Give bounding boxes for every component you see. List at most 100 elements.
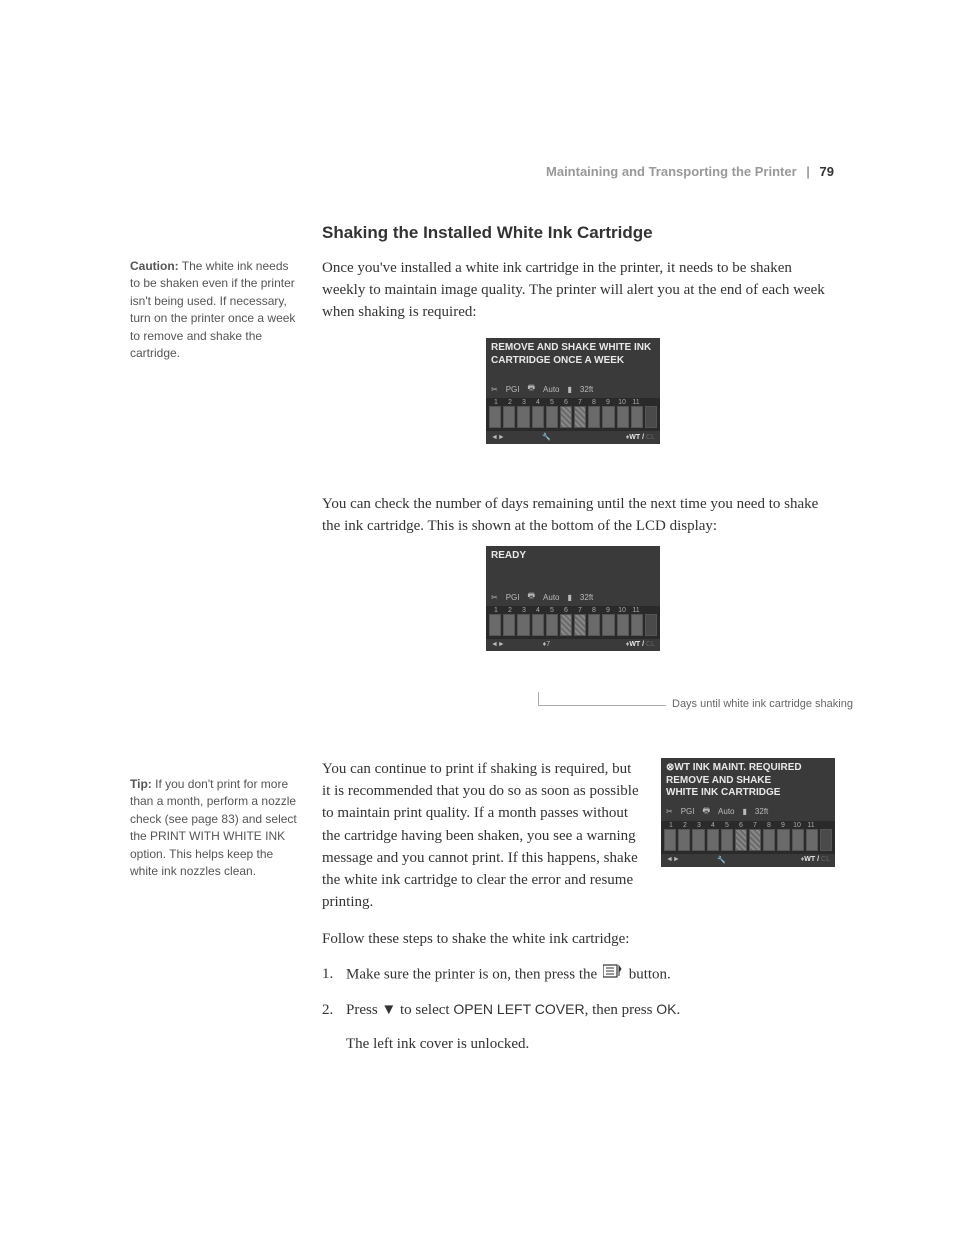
ink-bar	[517, 406, 529, 428]
tip-caps: PRINT WITH WHITE INK	[150, 829, 285, 843]
lcd-cut-icon: ✂	[666, 807, 673, 816]
lcd-line1: REMOVE AND SHAKE WHITE INK	[491, 342, 655, 355]
ink-bar	[692, 829, 704, 851]
lcd-screen-maint-required: ⊗WT INK MAINT. REQUIRED REMOVE AND SHAKE…	[661, 758, 835, 867]
ink-bar	[749, 829, 761, 851]
caution-text: The white ink needs to be shaken even if…	[130, 259, 295, 360]
section-title: Shaking the Installed White Ink Cartridg…	[322, 223, 653, 243]
lcd-line2: CARTRIDGE ONCE A WEEK	[491, 355, 655, 368]
step2-caps1: OPEN LEFT COVER	[453, 1001, 584, 1017]
lcd-ink-bars	[486, 406, 660, 431]
step2-text-a: Press ▼ to select	[346, 1002, 453, 1018]
lcd-message: REMOVE AND SHAKE WHITE INK CARTRIDGE ONC…	[486, 338, 660, 380]
callout-line	[538, 692, 666, 706]
paragraph-continue-print: You can continue to print if shaking is …	[322, 758, 642, 913]
ink-bar	[735, 829, 747, 851]
ink-bar	[792, 829, 804, 851]
lcd-bottom-icon: 🔧	[717, 856, 726, 864]
callout-text: Days until white ink cartridge shaking	[672, 698, 853, 710]
lcd-bottom-left-icon: ◄►	[666, 856, 680, 863]
ink-bar	[707, 829, 719, 851]
step-1: 1.Make sure the printer is on, then pres…	[322, 964, 832, 986]
lcd-screen-ready: READY ✂ PGI 🖶 Auto ▮ 32ft 1 2 3 4 5 6 7 …	[486, 546, 660, 651]
lcd-message: READY	[486, 546, 660, 588]
lcd-ft: 32ft	[580, 593, 593, 602]
ink-bar	[546, 614, 558, 636]
lcd-message: ⊗WT INK MAINT. REQUIRED REMOVE AND SHAKE…	[661, 758, 835, 803]
lcd-roll-icon: ▮	[743, 807, 747, 816]
ink-bar	[532, 614, 544, 636]
lcd-line2: REMOVE AND SHAKE	[666, 775, 830, 788]
caution-label: Caution:	[130, 259, 179, 273]
lcd-cl: CL	[644, 641, 655, 648]
lcd-ft: 32ft	[580, 385, 593, 394]
ink-bar	[602, 614, 614, 636]
lcd-bottom-row: ◄► ♦7 ♦WT / CL	[486, 639, 660, 651]
lcd-auto: Auto	[543, 593, 559, 602]
step2-caps2: OK	[656, 1001, 676, 1017]
lcd-slot-numbers: 1 2 3 4 5 6 7 8 9 10 11	[661, 821, 835, 829]
lcd-bottom-row: ◄► 🔧 ♦WT / CL	[661, 854, 835, 867]
ink-bar	[517, 614, 529, 636]
lcd-auto: Auto	[543, 385, 559, 394]
ink-bar	[489, 406, 501, 428]
maintenance-tank-bar	[645, 614, 657, 636]
lcd-wt: WT /	[629, 434, 644, 441]
lcd-pgi: PGI	[506, 593, 520, 602]
header-separator: |	[806, 164, 810, 179]
ink-bar	[678, 829, 690, 851]
lcd-ink-bars	[486, 614, 660, 639]
lcd-pgi: PGI	[506, 385, 520, 394]
lcd-days: 7	[546, 641, 550, 648]
ink-bar	[617, 406, 629, 428]
ink-bar	[489, 614, 501, 636]
lcd-cl: CL	[644, 434, 655, 441]
step-number: 2.	[322, 1000, 346, 1022]
step2-text-c: .	[676, 1002, 680, 1018]
ink-bar	[503, 614, 515, 636]
lcd-bottom-left-icon: ◄►	[491, 641, 505, 648]
lcd-wt: WT /	[804, 856, 819, 863]
lcd-status-row: ✂ PGI 🖶 Auto ▮ 32ft	[661, 803, 835, 821]
lcd-printer-icon: 🖶	[702, 805, 710, 819]
ink-button-icon	[603, 964, 623, 986]
ink-bar	[574, 614, 586, 636]
lcd-ink-bars	[661, 829, 835, 854]
lcd-bottom-left-icon: ◄►	[491, 434, 505, 441]
caution-note: Caution: The white ink needs to be shake…	[130, 258, 300, 362]
lcd-line3: WHITE INK CARTRIDGE	[666, 787, 830, 800]
ink-bar	[777, 829, 789, 851]
intro-paragraph: Once you've installed a white ink cartri…	[322, 258, 832, 323]
ink-bar	[588, 614, 600, 636]
paragraph-days-remaining: You can check the number of days remaini…	[322, 494, 832, 538]
lcd-status-row: ✂ PGI 🖶 Auto ▮ 32ft	[486, 380, 660, 398]
ink-bar	[617, 614, 629, 636]
lcd-bottom-row: ◄► 🔧 ♦WT / CL	[486, 431, 660, 444]
lcd-pgi: PGI	[681, 807, 695, 816]
ink-bar	[560, 406, 572, 428]
step-2: 2.Press ▼ to select OPEN LEFT COVER, the…	[322, 999, 832, 1022]
maintenance-tank-bar	[820, 829, 832, 851]
ink-bar	[763, 829, 775, 851]
lcd-line1: READY	[491, 550, 655, 563]
maintenance-tank-bar	[645, 406, 657, 428]
ink-bar	[721, 829, 733, 851]
lcd-slot-numbers: 1 2 3 4 5 6 7 8 9 10 11	[486, 398, 660, 406]
lcd-line1: ⊗WT INK MAINT. REQUIRED	[666, 762, 830, 775]
ink-bar	[664, 829, 676, 851]
lcd-auto: Auto	[718, 807, 734, 816]
step-2-sub: The left ink cover is unlocked.	[346, 1034, 832, 1056]
lcd-cl: CL	[819, 856, 830, 863]
lcd-cut-icon: ✂	[491, 385, 498, 394]
lcd-printer-icon: 🖶	[527, 382, 535, 396]
lcd-bottom-icon: 🔧	[542, 433, 551, 441]
ink-bar	[806, 829, 818, 851]
ink-bar	[503, 406, 515, 428]
lcd-roll-icon: ▮	[568, 385, 572, 394]
ink-bar	[560, 614, 572, 636]
step1-text-a: Make sure the printer is on, then press …	[346, 966, 601, 982]
step-number: 1.	[322, 964, 346, 986]
lcd-ft: 32ft	[755, 807, 768, 816]
lcd-cut-icon: ✂	[491, 593, 498, 602]
page-header: Maintaining and Transporting the Printer…	[546, 164, 834, 179]
